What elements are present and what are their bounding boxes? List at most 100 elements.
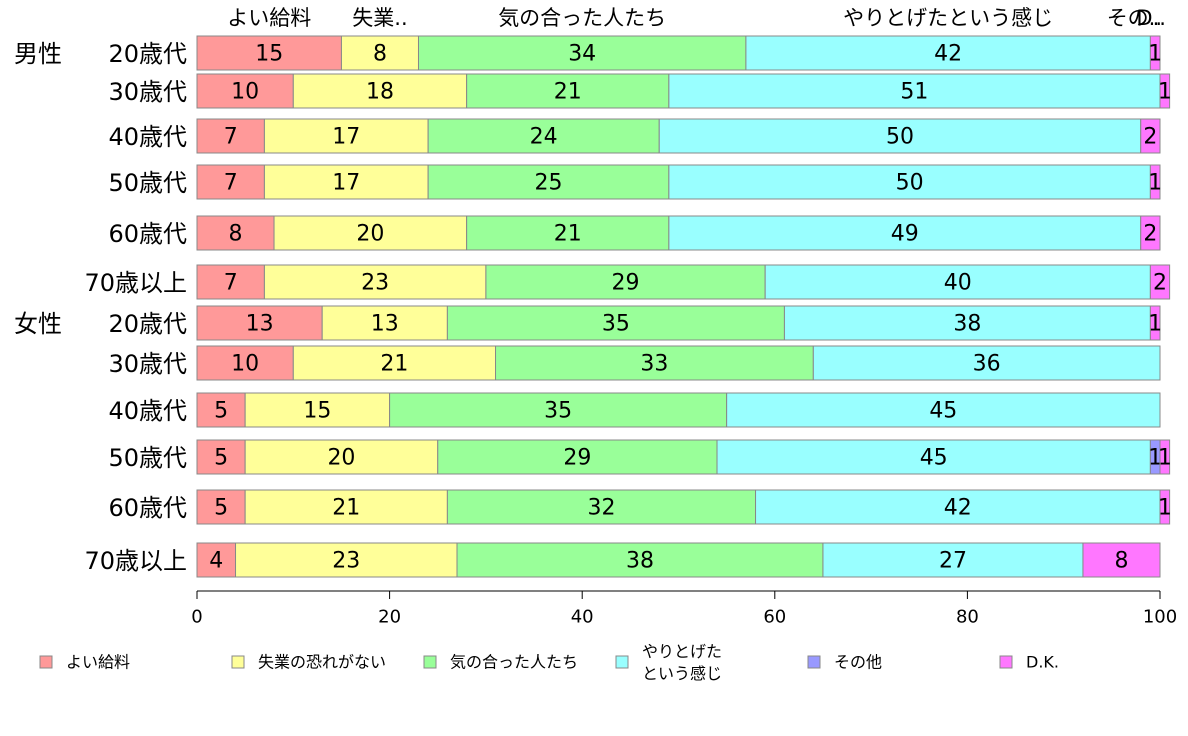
bar-segment-r2-s3 — [466, 73, 670, 109]
legend-label-5: その他 — [834, 653, 882, 672]
row-label-4: 50歳代 — [108, 169, 187, 197]
legend-swatch-6 — [999, 655, 1013, 669]
bar-value-label-r3-s3: 24 — [530, 125, 558, 150]
bar-value-label-r4-s2: 17 — [332, 171, 360, 196]
bar-segment-r7-s1 — [196, 305, 323, 341]
row-label-2: 30歳代 — [108, 78, 187, 106]
bar-value-label-r11-s3: 32 — [587, 496, 615, 521]
bar-segment-r2-s6 — [1159, 73, 1171, 109]
bar-segment-r6-s3 — [485, 264, 766, 300]
bar-value-label-r10-s4: 45 — [920, 446, 948, 471]
bar-value-label-r1-s1: 15 — [255, 42, 283, 67]
bar-value-label-r2-s1: 10 — [231, 80, 259, 105]
legend-swatch-1 — [39, 655, 53, 669]
bar-value-label-r7-s3: 35 — [602, 312, 630, 337]
bar-value-label-r11-s1: 5 — [214, 496, 228, 521]
bar-value-label-r12-s4: 27 — [939, 549, 967, 574]
bar-segment-r5-s6 — [1140, 215, 1161, 251]
x-tick-label-1: 0 — [191, 607, 202, 628]
bar-value-label-r5-s6: 2 — [1143, 222, 1157, 247]
row-label-1: 20歳代 — [108, 40, 187, 68]
bar-segment-r8-s4 — [812, 345, 1161, 381]
bar-segment-r3-s1 — [196, 118, 265, 154]
bar-value-label-r8-s2: 21 — [380, 352, 408, 377]
bar-segment-r4-s3 — [427, 164, 670, 200]
column-header-label-1: よい給料 — [227, 6, 311, 30]
bar-value-label-r2-s2: 18 — [366, 80, 394, 105]
bar-value-label-r11-s6: 1 — [1158, 496, 1172, 521]
bar-segment-r10-s1 — [196, 439, 246, 475]
row-label-5: 60歳代 — [108, 220, 187, 248]
row-label-9: 40歳代 — [108, 397, 187, 425]
bar-segment-r3-s4 — [658, 118, 1142, 154]
row-label-11: 60歳代 — [108, 494, 187, 522]
legend-swatch-4 — [615, 655, 629, 669]
x-tick-label-4: 60 — [763, 607, 786, 628]
bar-segment-r8-s3 — [495, 345, 814, 381]
bar-segment-r12-s4 — [822, 542, 1084, 578]
bar-segment-r2-s1 — [196, 73, 294, 109]
bar-value-label-r4-s4: 50 — [896, 171, 924, 196]
bar-segment-r9-s3 — [389, 392, 728, 428]
bar-segment-r11-s3 — [446, 489, 757, 525]
bar-segment-r4-s6 — [1149, 164, 1161, 200]
bar-value-label-r9-s1: 5 — [214, 399, 228, 424]
row-label-10: 50歳代 — [108, 444, 187, 472]
bar-value-label-r6-s4: 40 — [944, 271, 972, 296]
bar-segment-r1-s3 — [417, 35, 747, 71]
bar-value-label-r6-s1: 7 — [224, 271, 238, 296]
bar-segment-r6-s6 — [1149, 264, 1171, 300]
bar-segment-r10-s3 — [437, 439, 718, 475]
bar-value-label-r8-s1: 10 — [231, 352, 259, 377]
bar-value-label-r11-s2: 21 — [332, 496, 360, 521]
bar-value-label-r4-s3: 25 — [534, 171, 562, 196]
row-label-6: 70歳以上 — [84, 269, 187, 297]
bar-segment-r12-s3 — [456, 542, 824, 578]
legend-label-2: 失業の恐れがない — [258, 653, 386, 672]
bar-segment-r10-s6 — [1159, 439, 1171, 475]
legend-label-3: 気の合った人たち — [450, 653, 578, 672]
bar-value-label-r7-s6: 1 — [1148, 312, 1162, 337]
bar-value-label-r4-s6: 1 — [1148, 171, 1162, 196]
group-label-1: 男性 — [14, 40, 62, 68]
bar-value-label-r4-s1: 7 — [224, 171, 238, 196]
bar-value-label-r9-s3: 35 — [544, 399, 572, 424]
bar-value-label-r10-s5: 1 — [1148, 446, 1162, 471]
bar-segment-r10-s2 — [244, 439, 439, 475]
bar-value-label-r5-s2: 20 — [356, 222, 384, 247]
bar-segment-r7-s6 — [1149, 305, 1161, 341]
row-label-7: 20歳代 — [108, 310, 187, 338]
bar-value-label-r9-s4: 45 — [929, 399, 957, 424]
bar-value-label-r1-s2: 8 — [373, 42, 387, 67]
x-tick-label-6: 100 — [1143, 607, 1177, 628]
bar-value-label-r9-s2: 15 — [303, 399, 331, 424]
bar-segment-r3-s6 — [1140, 118, 1161, 154]
bar-value-label-r10-s2: 20 — [327, 446, 355, 471]
column-header-label-4: やりとげたという感じ — [843, 6, 1053, 30]
bar-segment-r1-s4 — [745, 35, 1151, 71]
bar-value-label-r8-s3: 33 — [640, 352, 668, 377]
bar-value-label-r3-s6: 2 — [1143, 125, 1157, 150]
bar-segment-r11-s6 — [1159, 489, 1171, 525]
bar-value-label-r6-s3: 29 — [612, 271, 640, 296]
row-label-3: 40歳代 — [108, 123, 187, 151]
bar-segment-r6-s4 — [764, 264, 1151, 300]
bar-segment-r3-s3 — [427, 118, 660, 154]
bar-segment-r11-s4 — [755, 489, 1161, 525]
bar-segment-r9-s1 — [196, 392, 246, 428]
legend-label-6: D.K. — [1026, 653, 1059, 672]
bar-value-label-r6-s6: 2 — [1153, 271, 1167, 296]
bar-value-label-r1-s3: 34 — [568, 42, 596, 67]
bar-value-label-r3-s4: 50 — [886, 125, 914, 150]
legend-swatch-5 — [807, 655, 821, 669]
bar-value-label-r8-s4: 36 — [973, 352, 1001, 377]
bar-value-label-r6-s2: 23 — [361, 271, 389, 296]
x-tick-label-3: 40 — [571, 607, 594, 628]
bar-segment-r1-s1 — [196, 35, 342, 71]
column-header-label-3: 気の合った人たち — [498, 6, 666, 30]
bar-segment-r12-s6 — [1082, 542, 1161, 578]
bar-value-label-r7-s2: 13 — [371, 312, 399, 337]
bar-value-label-r5-s4: 49 — [891, 222, 919, 247]
bar-value-label-r5-s3: 21 — [554, 222, 582, 247]
